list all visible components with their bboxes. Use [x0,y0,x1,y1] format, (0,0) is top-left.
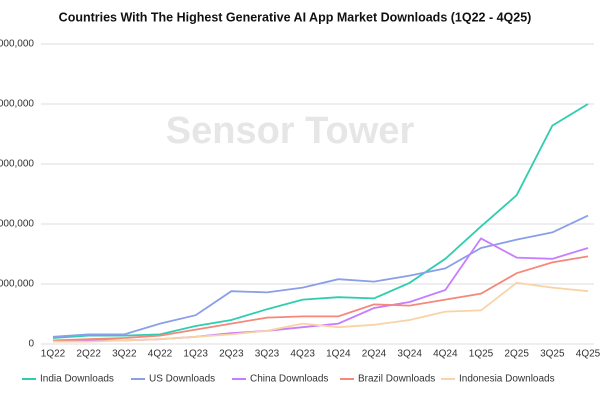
legend-label: India Downloads [40,374,114,385]
y-tick-label: 0 [28,339,34,350]
x-tick-label: 1Q24 [326,349,351,360]
legend-label: US Downloads [149,374,215,385]
x-tick-label: 4Q23 [290,349,315,360]
x-tick-label: 3Q24 [397,349,422,360]
legend-label: China Downloads [250,374,328,385]
x-tick-label: 4Q22 [148,349,173,360]
x-tick-label: 1Q25 [469,349,494,360]
series-line [52,214,589,338]
watermark: Sensor Tower [166,110,415,152]
series-line [52,255,589,342]
y-tick-label: 100,000,000 [0,219,34,230]
series-line [53,281,589,343]
x-tick-label: 4Q25 [576,349,600,360]
y-tick-label: 50,000,000 [0,279,34,290]
y-tick-label: 200,000,000 [0,99,34,110]
x-tick-label: 1Q23 [183,349,208,360]
x-tick-label: 3Q25 [540,349,565,360]
y-tick-label: 250,000,000 [0,39,34,50]
legend-label: Indonesia Downloads [459,374,555,385]
x-tick-label: 1Q22 [41,349,66,360]
x-tick-label: 3Q22 [112,349,137,360]
series-line [52,103,589,339]
legend-label: Brazil Downloads [358,374,435,385]
y-tick-label: 150,000,000 [0,159,34,170]
x-tick-label: 2Q22 [76,349,101,360]
chart-title: Countries With The Highest Generative AI… [59,10,532,24]
x-tick-label: 2Q25 [504,349,529,360]
x-tick-label: 4Q24 [433,349,458,360]
x-tick-label: 2Q23 [219,349,244,360]
x-tick-label: 2Q24 [362,349,387,360]
x-tick-label: 3Q23 [255,349,280,360]
